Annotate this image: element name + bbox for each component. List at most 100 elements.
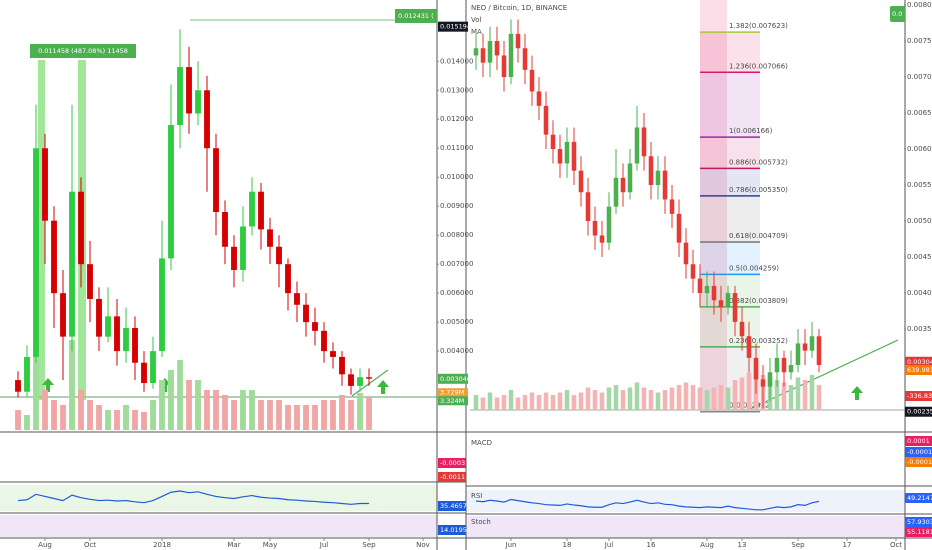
volume-bar — [788, 385, 794, 410]
candle-body — [515, 33, 521, 49]
x-tick-label: May — [263, 541, 277, 549]
legend-item: Vol — [471, 16, 482, 24]
volume-bar — [204, 390, 210, 430]
volume-bar — [613, 385, 619, 410]
volume-tag-label: 3.324M — [440, 397, 464, 405]
x-tick-label: 13 — [738, 541, 747, 549]
candle-body — [606, 206, 612, 243]
volume-bar — [150, 400, 156, 430]
candle-body — [494, 41, 500, 56]
volume-bar — [159, 380, 165, 430]
candle-body — [501, 55, 507, 78]
candle-body — [195, 90, 201, 114]
volume-bar — [599, 392, 605, 410]
volume-bar — [690, 385, 696, 410]
volume-bar — [676, 385, 682, 410]
volume-bar — [697, 387, 703, 410]
indicator-tag-label: 35.4657 — [440, 502, 467, 510]
volume-bar — [557, 392, 563, 410]
x-tick-label: Aug — [38, 541, 52, 549]
candle-body — [760, 379, 766, 387]
volume-bar — [732, 380, 738, 410]
side-tag — [905, 365, 932, 375]
volume-bar — [168, 370, 174, 430]
y-tick-label: 0.006000 — [907, 145, 932, 153]
candle-body — [697, 278, 703, 294]
y-tick-label: 0.005500 — [907, 181, 932, 189]
top-tag-text: 0.0 — [892, 10, 902, 18]
candle-body — [732, 293, 738, 322]
y-tick-label: 0.004500 — [907, 253, 932, 261]
volume-bar — [105, 410, 111, 430]
candle-body — [753, 357, 759, 380]
volume-bar — [33, 350, 39, 430]
volume-bar — [487, 392, 493, 410]
side-tag — [905, 391, 932, 401]
candle-body — [33, 148, 39, 357]
candle-body — [676, 213, 682, 243]
annotation-box — [30, 44, 136, 58]
volume-bar — [51, 400, 57, 430]
side-tag-label: 639.981K — [907, 366, 932, 374]
candle-body — [87, 264, 93, 299]
candle-body — [809, 336, 815, 351]
candle-body — [168, 125, 174, 259]
volume-bar — [267, 400, 273, 430]
volume-bar — [620, 390, 626, 410]
volume-bar — [480, 397, 486, 410]
candle-body — [634, 127, 640, 164]
candle-body — [276, 246, 282, 265]
indicator-tag — [905, 447, 932, 457]
candle-body — [96, 298, 102, 337]
volume-bar — [366, 397, 372, 430]
y-tick-label: 0.009000 — [440, 202, 473, 210]
indicator-tag — [438, 472, 466, 482]
volume-bar — [543, 392, 549, 410]
volume-bar — [795, 377, 801, 410]
volume-bar — [42, 390, 48, 430]
candle-body — [267, 229, 273, 247]
candle-body — [132, 327, 138, 363]
candle-body — [627, 163, 633, 193]
candle-body — [648, 156, 654, 186]
x-tick-label: Oct — [84, 541, 96, 549]
y-tick-label: 0.012000 — [440, 115, 473, 123]
indicator-tag — [905, 493, 932, 503]
price-tag — [438, 373, 468, 384]
stoch-panel — [466, 516, 905, 538]
y-tick-label: 0.007000 — [907, 73, 932, 81]
x-tick-label: Nov — [416, 541, 430, 549]
candle-body — [24, 356, 30, 392]
volume-bar — [294, 405, 300, 430]
volume-bar — [508, 390, 514, 410]
time-band — [700, 0, 727, 410]
volume-bar — [15, 410, 21, 430]
y-tick-label: 0.006000 — [440, 289, 473, 297]
candle-body — [571, 141, 577, 171]
x-tick-label: Jun — [505, 541, 517, 549]
candle-body — [60, 293, 66, 337]
volume-bar — [725, 387, 731, 410]
candle-body — [578, 170, 584, 193]
volume-bar — [529, 392, 535, 410]
candle-body — [683, 242, 689, 265]
indicator-name: RSI — [471, 492, 482, 500]
x-tick-label: Oct — [890, 541, 902, 549]
volume-bar — [550, 395, 556, 410]
candle-body — [312, 322, 318, 331]
candle-body — [620, 177, 626, 193]
candle-body — [655, 170, 661, 186]
indicator-tag — [438, 525, 466, 535]
candle-body — [585, 192, 591, 222]
stoch-panel — [0, 515, 437, 537]
candle-body — [339, 356, 345, 375]
volume-bar — [231, 400, 237, 430]
candle-body — [543, 105, 549, 135]
fib-label: 0.5(0.004259) — [729, 264, 779, 272]
fib-label: 0.382(0.003809) — [729, 297, 788, 305]
y-tick-label: 0.005000 — [907, 217, 932, 225]
price-tag-label: 0.003046 — [907, 358, 932, 366]
candle-body — [508, 33, 514, 78]
fib-label: 0.236(0.003252) — [729, 337, 788, 345]
candle-body — [366, 377, 372, 379]
